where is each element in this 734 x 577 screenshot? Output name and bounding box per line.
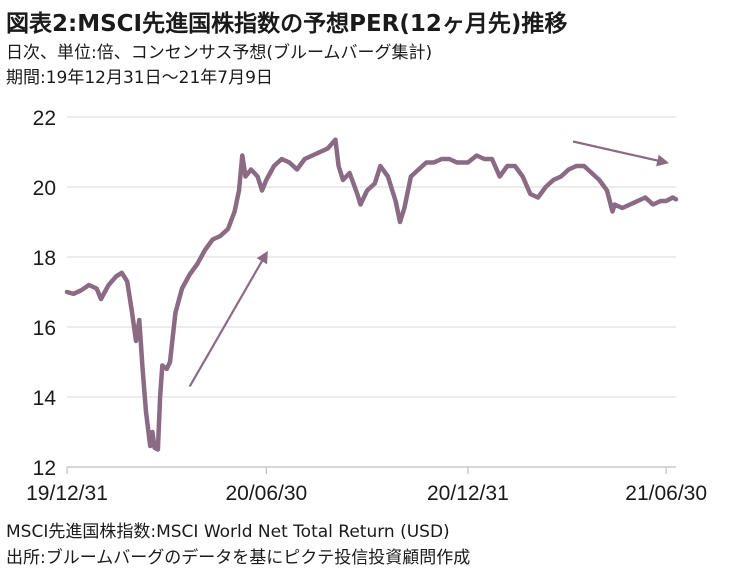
grid-lines bbox=[67, 116, 676, 398]
x-tick-label-1: 20/06/30 bbox=[225, 482, 307, 505]
chart-subtitle-unit: 日次、単位:倍、コンセンサス予想(ブルームバーグ集計) bbox=[6, 43, 433, 63]
source-note: 出所:ブルームバーグのデータを基にピクテ投信投資顧問作成 bbox=[6, 548, 471, 568]
trend-arrow-1 bbox=[572, 140, 670, 167]
y-axis-ticks: 12 14 16 18 20 22 bbox=[33, 107, 57, 480]
x-tick-label-0: 19/12/31 bbox=[26, 482, 108, 505]
x-tick-label-3: 21/06/30 bbox=[625, 482, 707, 505]
y-tick-label-14: 14 bbox=[33, 387, 57, 410]
y-tick-label-20: 20 bbox=[33, 177, 56, 200]
y-tick-label-12: 12 bbox=[33, 457, 56, 480]
x-tick-label-2: 20/12/31 bbox=[427, 482, 509, 505]
chart-title: 図表2:MSCI先進国株指数の予想PER(12ヶ月先)推移 bbox=[6, 11, 568, 37]
series-line-0 bbox=[64, 137, 679, 452]
trend-arrow-0 bbox=[188, 250, 268, 388]
index-note: MSCI先進国株指数:MSCI World Net Total Return (… bbox=[6, 522, 450, 542]
x-axis: 19/12/31 20/06/30 20/12/31 21/06/30 bbox=[26, 466, 707, 505]
y-tick-label-18: 18 bbox=[33, 247, 56, 270]
series-layer bbox=[64, 137, 679, 452]
annotations bbox=[188, 140, 670, 388]
chart-subtitle-period: 期間:19年12月31日～21年7月9日 bbox=[6, 68, 273, 88]
y-tick-label-22: 22 bbox=[33, 107, 56, 130]
y-tick-label-16: 16 bbox=[33, 317, 56, 340]
